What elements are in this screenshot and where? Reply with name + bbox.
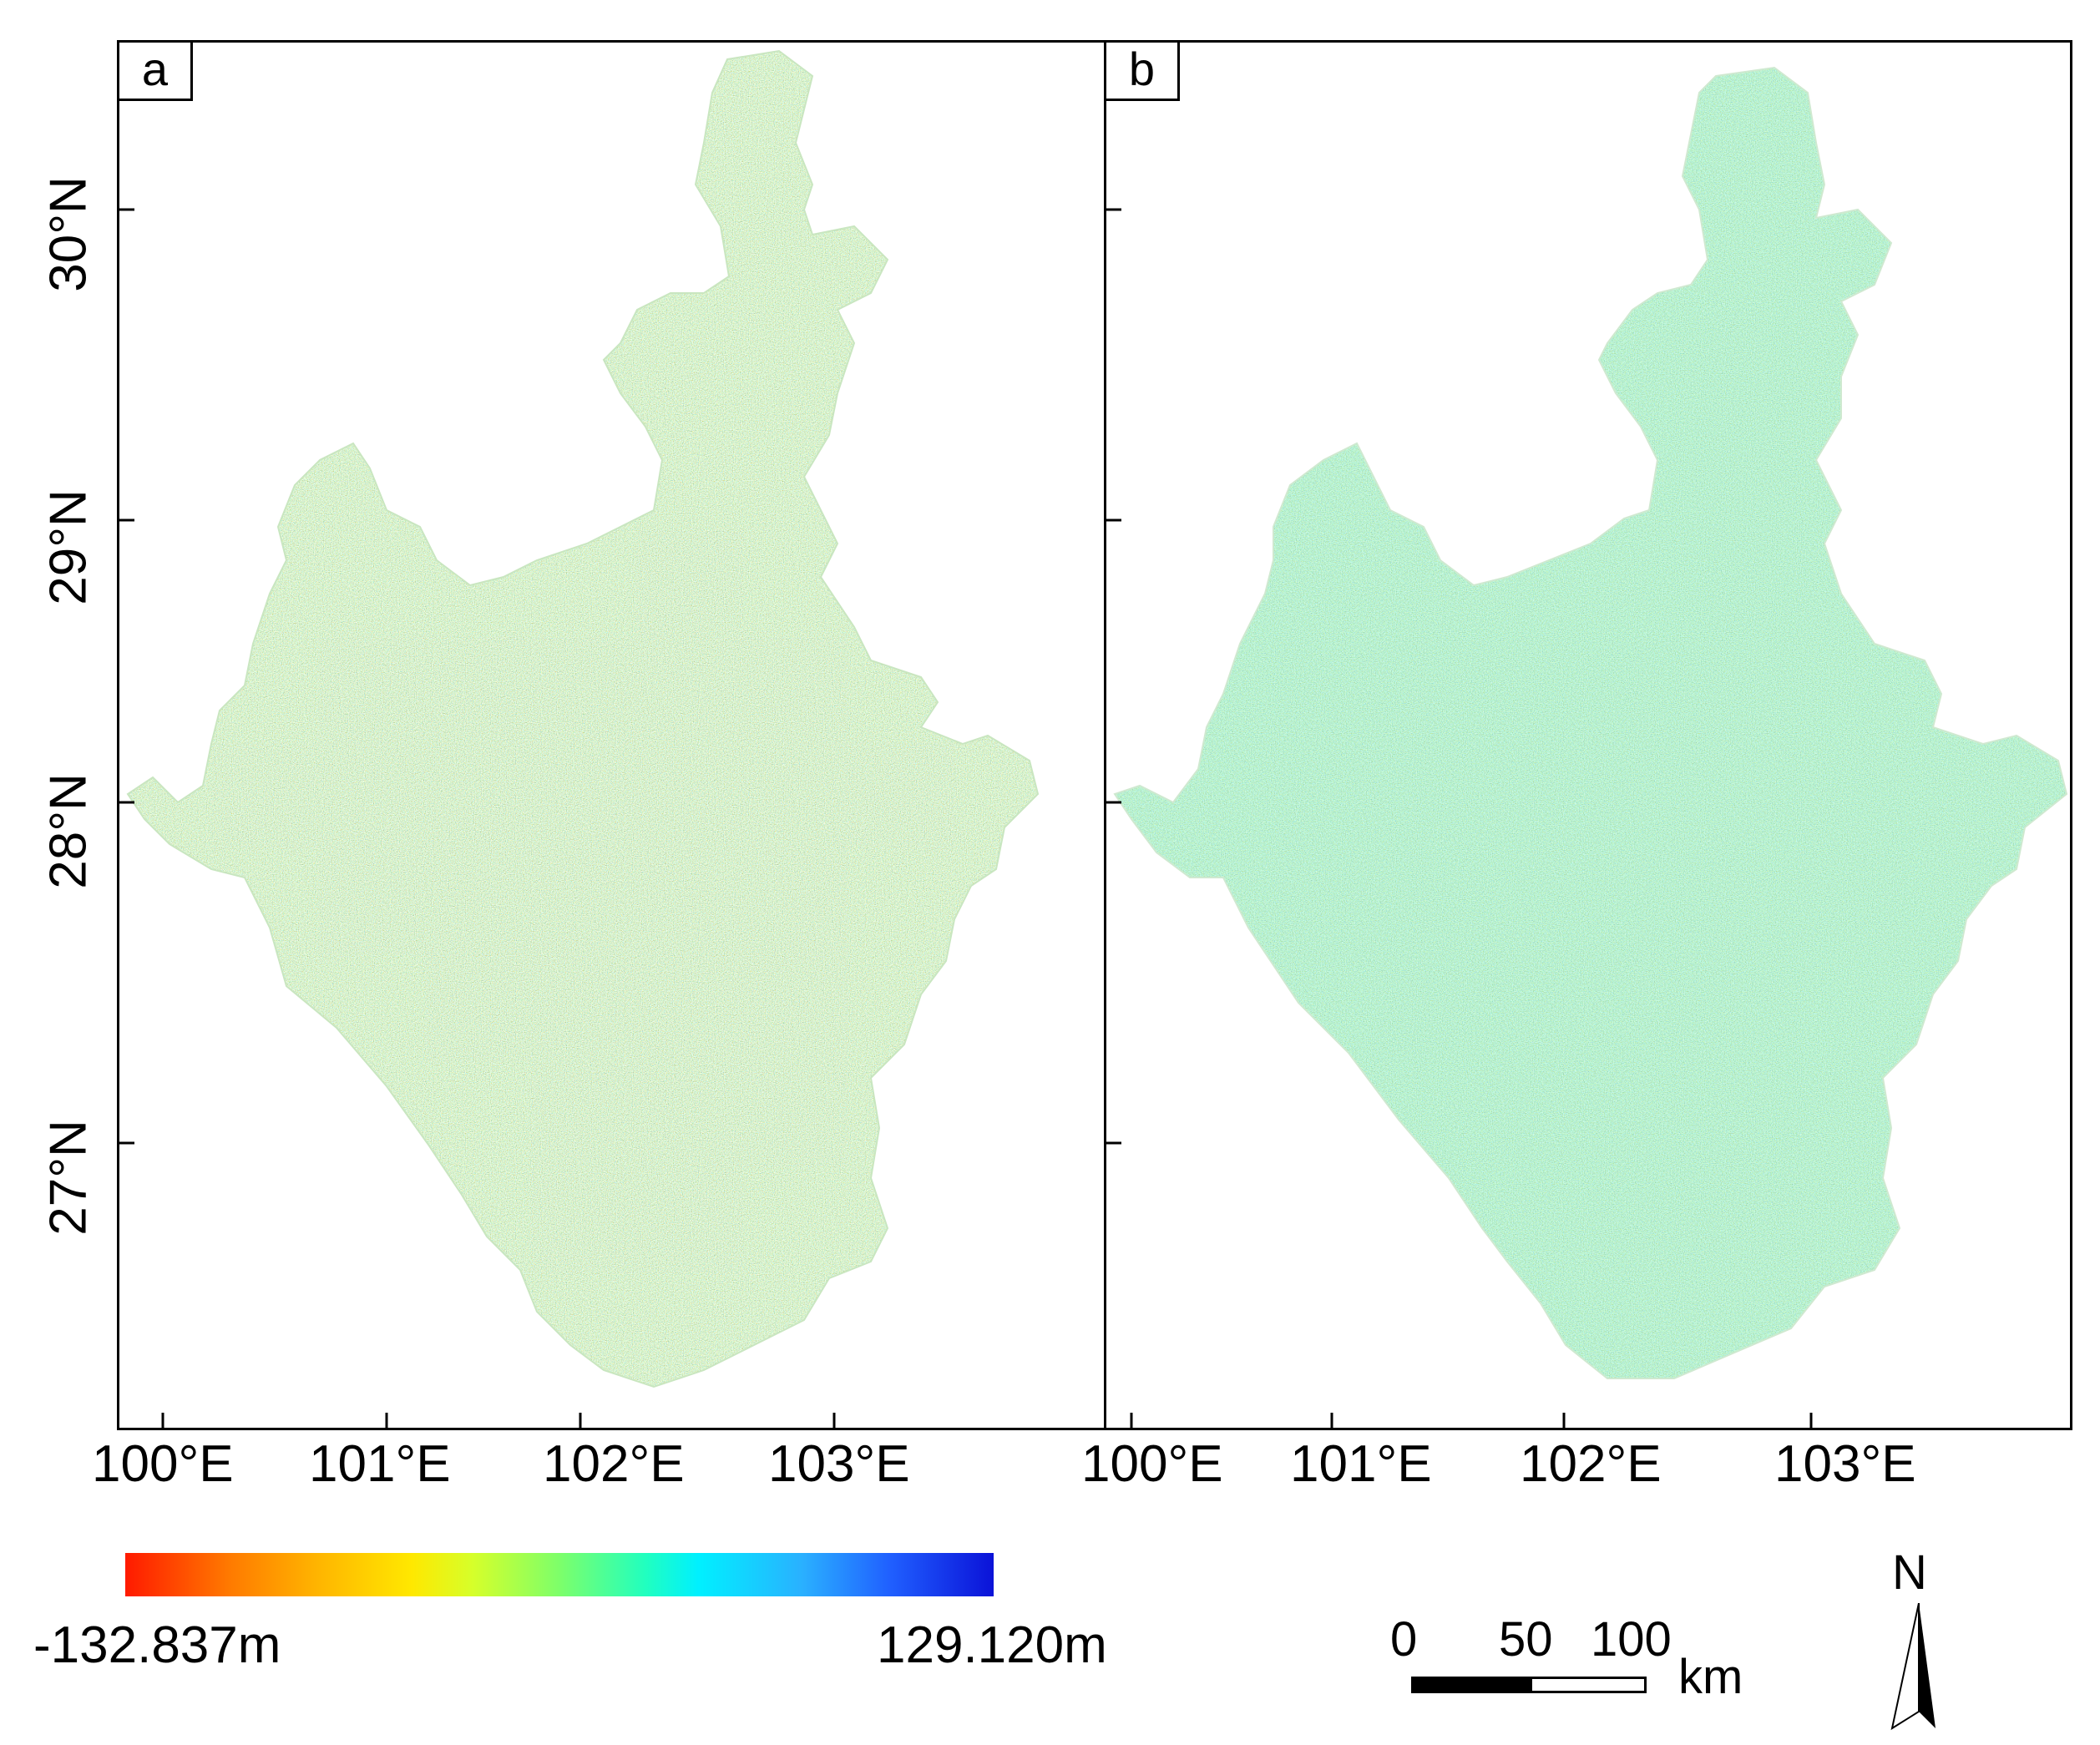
latitude-label: 28°N: [39, 773, 98, 889]
legend-min-label: -132.837m: [33, 1616, 281, 1674]
region-map-a: [127, 50, 1039, 1388]
north-arrow-icon: [1890, 1603, 1936, 1731]
longitude-label: 100°E: [92, 1435, 234, 1493]
scale-tick-50: 50: [1499, 1612, 1553, 1667]
axis-ticks: [1106, 208, 1813, 1428]
color-scale-bar: [125, 1553, 994, 1596]
legend-max-label: 129.120m: [877, 1616, 1107, 1674]
scale-bar-segment: [1530, 1677, 1647, 1693]
longitude-label: 101°E: [309, 1435, 451, 1493]
longitude-label: 101°E: [1290, 1435, 1432, 1493]
longitude-label: 103°E: [1774, 1435, 1916, 1493]
panel-label: b: [1106, 43, 1180, 101]
scale-unit: km: [1678, 1650, 1743, 1704]
latitude-label: 30°N: [39, 176, 98, 292]
longitude-label: 103°E: [768, 1435, 910, 1493]
panel-label: a: [119, 43, 193, 101]
longitude-label: 102°E: [1520, 1435, 1662, 1493]
north-label: N: [1892, 1545, 1927, 1600]
map-panel-a: a: [117, 40, 1106, 1430]
map-panel-b: b: [1104, 40, 2072, 1430]
longitude-label: 100°E: [1081, 1435, 1223, 1493]
longitude-label: 102°E: [543, 1435, 685, 1493]
scale-tick-0: 0: [1390, 1612, 1418, 1667]
scale-bar-segment: [1411, 1677, 1530, 1693]
latitude-label: 29°N: [39, 489, 98, 605]
region-map-b: [1114, 67, 2067, 1379]
latitude-label: 27°N: [39, 1120, 98, 1236]
axis-ticks: [119, 208, 836, 1428]
scale-tick-100: 100: [1591, 1612, 1672, 1667]
